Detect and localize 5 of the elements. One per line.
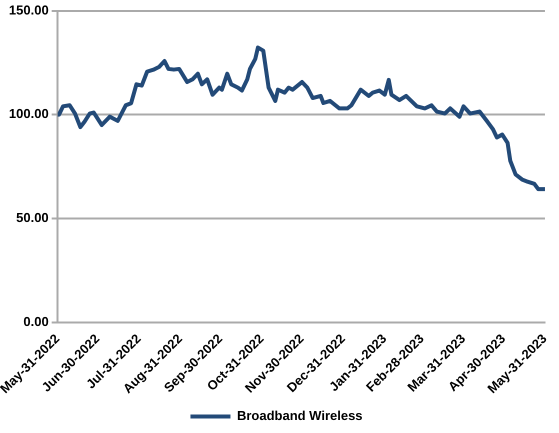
y-tick-label: 150.00 (8, 2, 49, 18)
y-tick-label: 100.00 (8, 106, 49, 122)
legend-label: Broadband Wireless (236, 408, 363, 424)
y-tick-label: 0.00 (23, 314, 49, 329)
y-tick-label: 50.00 (16, 210, 49, 226)
